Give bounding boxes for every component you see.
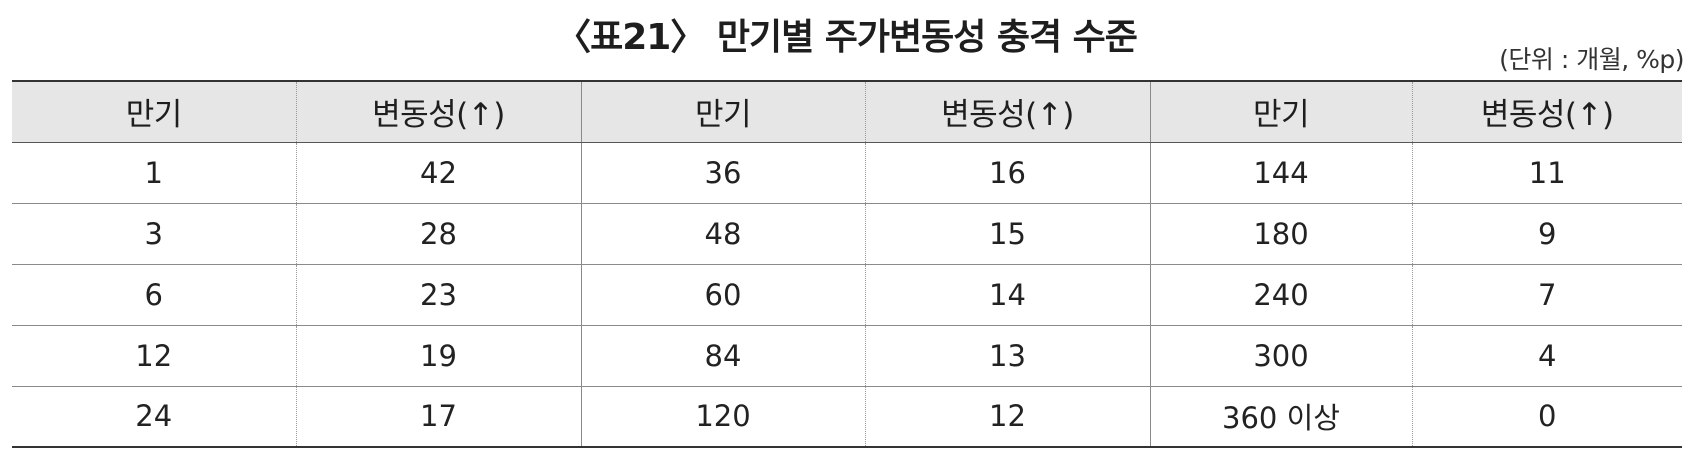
cell-volatility: 42 (296, 142, 582, 204)
unit-label: (단위 : 개월, %p) (1499, 45, 1684, 74)
cell-maturity: 3 (12, 203, 297, 265)
cell-volatility: 23 (296, 264, 582, 326)
header-volatility: 변동성(↑) (296, 80, 582, 143)
cell-maturity: 1 (12, 142, 297, 204)
volatility-table: 만기 변동성(↑) 만기 변동성(↑) 만기 변동성(↑) 1 42 36 16… (12, 80, 1682, 448)
cell-volatility: 4 (1412, 325, 1682, 387)
cell-maturity: 48 (581, 203, 866, 265)
cell-maturity: 6 (12, 264, 297, 326)
cell-maturity: 120 (581, 386, 866, 448)
cell-maturity: 360 이상 (1150, 386, 1413, 448)
cell-volatility: 9 (1412, 203, 1682, 265)
table-row: 24 17 120 12 360 이상 0 (12, 386, 1682, 448)
cell-maturity: 60 (581, 264, 866, 326)
cell-maturity: 24 (12, 386, 297, 448)
header-maturity: 만기 (1150, 80, 1413, 143)
cell-volatility: 11 (1412, 142, 1682, 204)
header-volatility: 변동성(↑) (1412, 80, 1682, 143)
header-volatility: 변동성(↑) (865, 80, 1151, 143)
cell-volatility: 15 (865, 203, 1151, 265)
table-row: 1 42 36 16 144 11 (12, 142, 1682, 204)
table-row: 3 28 48 15 180 9 (12, 203, 1682, 265)
header-maturity: 만기 (12, 80, 297, 143)
cell-maturity: 12 (12, 325, 297, 387)
cell-volatility: 12 (865, 386, 1151, 448)
cell-maturity: 300 (1150, 325, 1413, 387)
table-title: 〈표21〉 만기별 주가변동성 충격 수준 (555, 17, 1138, 58)
cell-volatility: 7 (1412, 264, 1682, 326)
cell-volatility: 17 (296, 386, 582, 448)
header-row: 만기 변동성(↑) 만기 변동성(↑) 만기 변동성(↑) (12, 80, 1682, 143)
table-row: 6 23 60 14 240 7 (12, 264, 1682, 326)
cell-maturity: 84 (581, 325, 866, 387)
cell-maturity: 180 (1150, 203, 1413, 265)
header-maturity: 만기 (581, 80, 866, 143)
cell-volatility: 0 (1412, 386, 1682, 448)
cell-maturity: 240 (1150, 264, 1413, 326)
cell-volatility: 14 (865, 264, 1151, 326)
cell-volatility: 19 (296, 325, 582, 387)
cell-maturity: 36 (581, 142, 866, 204)
cell-maturity: 144 (1150, 142, 1413, 204)
table-row: 12 19 84 13 300 4 (12, 325, 1682, 387)
cell-volatility: 28 (296, 203, 582, 265)
cell-volatility: 13 (865, 325, 1151, 387)
cell-volatility: 16 (865, 142, 1151, 204)
